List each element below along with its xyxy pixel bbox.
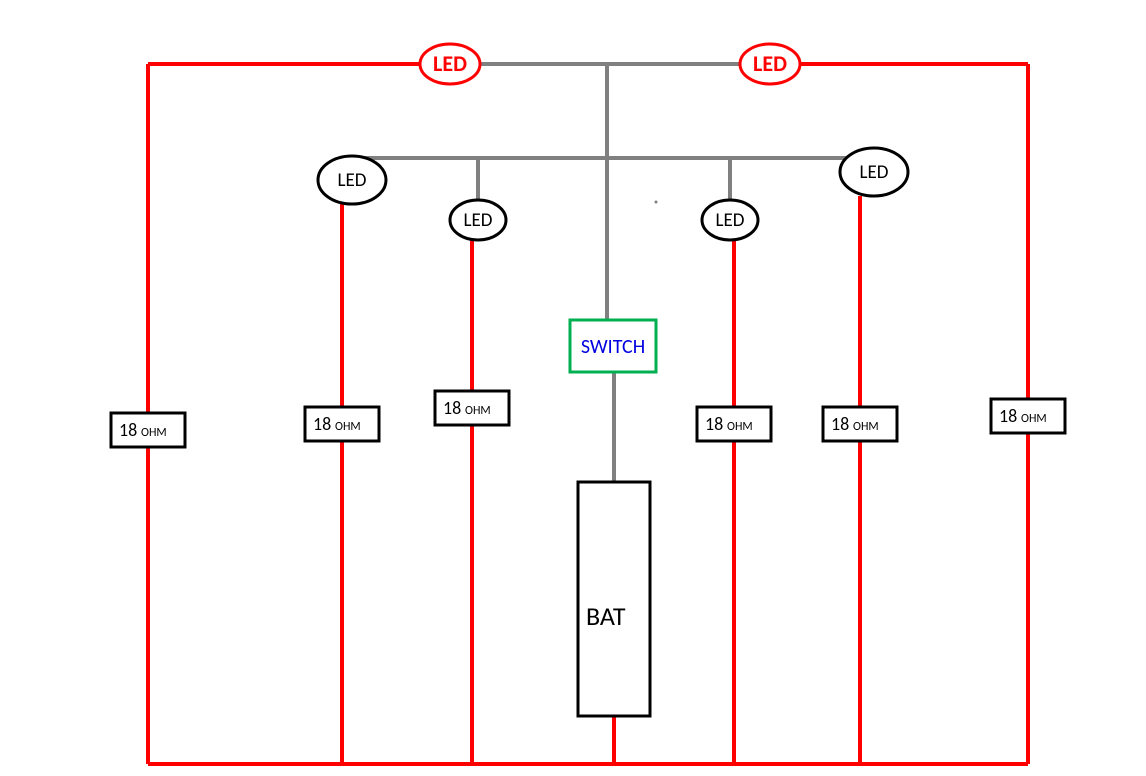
- resistor-b3-unit: OHM: [465, 404, 491, 418]
- resistor-b1-value: 18: [119, 419, 137, 441]
- resistor-b3-value: 18: [443, 397, 461, 419]
- stray-dot: [655, 201, 658, 204]
- led-mid-right-outer-label: LED: [860, 161, 889, 184]
- battery-box: [578, 482, 650, 716]
- resistor-b4-value: 18: [705, 413, 723, 435]
- resistor-b2-value: 18: [313, 413, 331, 435]
- switch-label: SWITCH: [581, 335, 645, 359]
- resistor-b6-unit: OHM: [1021, 412, 1047, 426]
- resistor-b1-unit: OHM: [141, 426, 167, 440]
- battery-label: BAT: [586, 600, 626, 632]
- led-mid-left-outer-label: LED: [338, 169, 367, 192]
- resistor-b5-unit: OHM: [853, 420, 879, 434]
- circuit-diagram: LED LED LED LED LED LED 18 OHM 18 OHM 18 OHM 18 OHM 18…: [0, 0, 1146, 776]
- led-top-right-label: LED: [753, 50, 787, 77]
- led-top-left-label: LED: [433, 50, 467, 77]
- led-mid-left-inner-label: LED: [464, 209, 493, 232]
- resistor-b2-unit: OHM: [335, 420, 361, 434]
- resistor-b6-value: 18: [999, 405, 1017, 427]
- led-mid-right-inner-label: LED: [716, 209, 745, 232]
- resistor-b4-unit: OHM: [727, 420, 753, 434]
- resistor-b5-value: 18: [831, 413, 849, 435]
